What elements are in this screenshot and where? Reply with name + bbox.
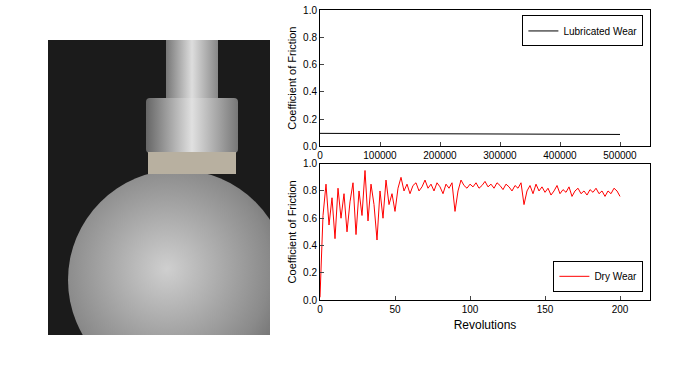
svg-text:0.0: 0.0: [303, 295, 317, 306]
svg-text:0.0: 0.0: [303, 141, 317, 152]
svg-text:Coefficient of Friction: Coefficient of Friction: [286, 180, 298, 283]
svg-text:0.4: 0.4: [303, 240, 317, 251]
svg-text:0.8: 0.8: [303, 32, 317, 43]
svg-text:0.6: 0.6: [303, 213, 317, 224]
svg-text:0.4: 0.4: [303, 86, 317, 97]
svg-text:50: 50: [389, 304, 401, 315]
svg-text:0.2: 0.2: [303, 267, 317, 278]
svg-text:Lubricated Wear: Lubricated Wear: [563, 26, 637, 37]
svg-text:0: 0: [317, 150, 323, 161]
svg-text:0.6: 0.6: [303, 59, 317, 70]
svg-text:0: 0: [317, 304, 323, 315]
svg-text:300000: 300000: [483, 150, 517, 161]
svg-text:Revolutions: Revolutions: [454, 318, 517, 332]
svg-text:100000: 100000: [363, 150, 397, 161]
svg-text:500000: 500000: [603, 150, 637, 161]
svg-text:400000: 400000: [543, 150, 577, 161]
svg-text:200: 200: [612, 304, 629, 315]
svg-text:Dry Wear: Dry Wear: [594, 271, 637, 282]
svg-text:1.0: 1.0: [303, 5, 317, 16]
svg-text:100: 100: [462, 304, 479, 315]
svg-text:Coefficient of Friction: Coefficient of Friction: [286, 27, 298, 130]
svg-text:150: 150: [537, 304, 554, 315]
svg-text:1.0: 1.0: [303, 158, 317, 169]
svg-text:0.8: 0.8: [303, 185, 317, 196]
svg-text:200000: 200000: [423, 150, 457, 161]
svg-text:0.2: 0.2: [303, 114, 317, 125]
